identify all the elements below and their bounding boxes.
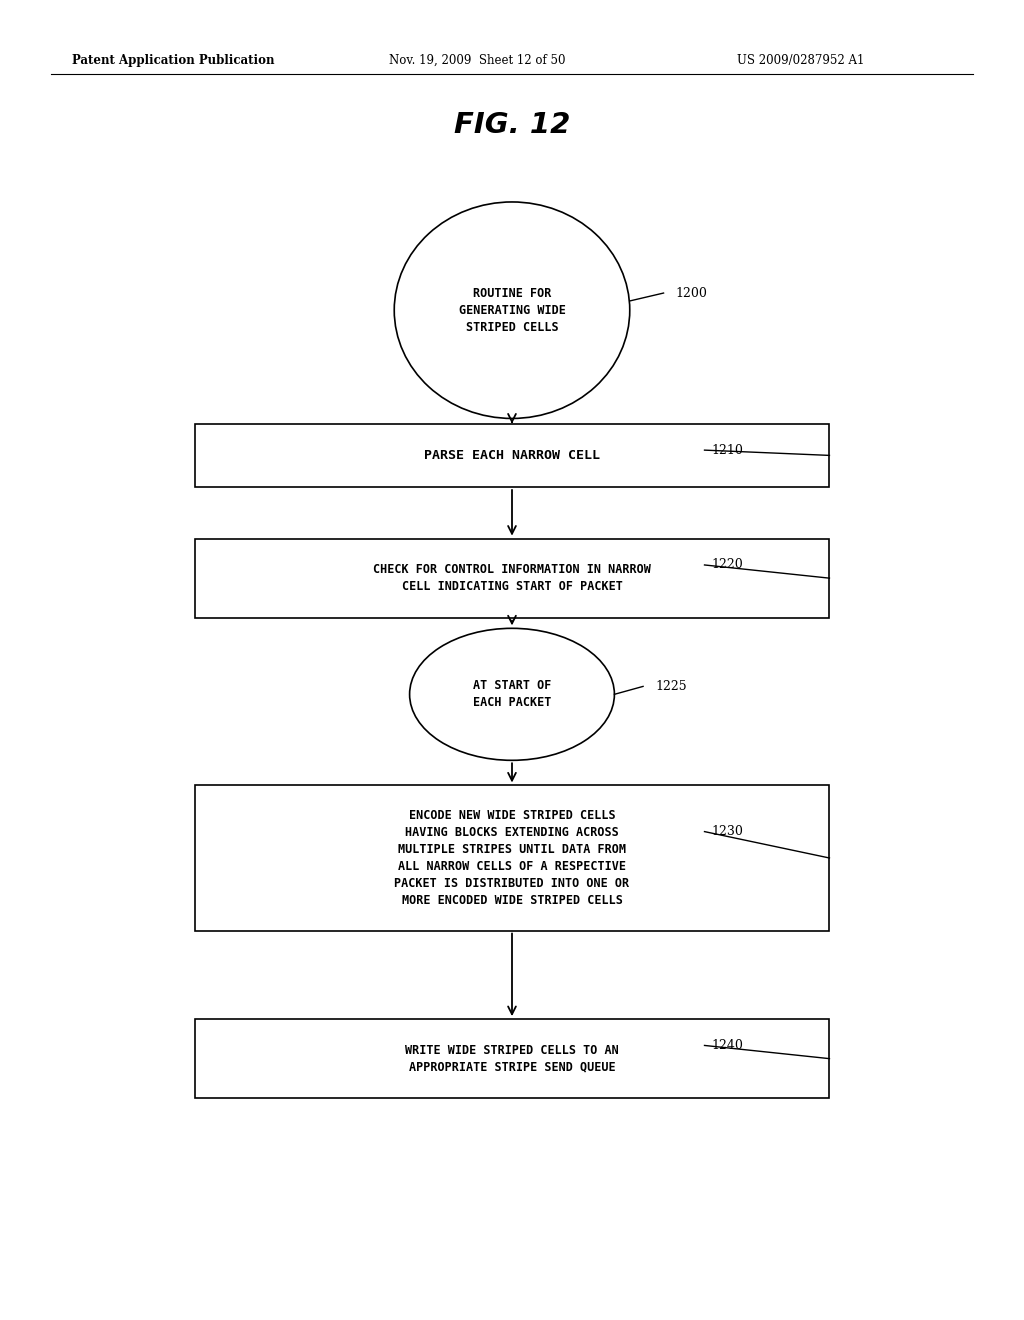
Text: ENCODE NEW WIDE STRIPED CELLS
HAVING BLOCKS EXTENDING ACROSS
MULTIPLE STRIPES UN: ENCODE NEW WIDE STRIPED CELLS HAVING BLO…: [394, 809, 630, 907]
Text: FIG. 12: FIG. 12: [454, 111, 570, 140]
Text: 1225: 1225: [655, 680, 687, 693]
Text: PARSE EACH NARROW CELL: PARSE EACH NARROW CELL: [424, 449, 600, 462]
Bar: [195, 539, 829, 618]
Text: WRITE WIDE STRIPED CELLS TO AN
APPROPRIATE STRIPE SEND QUEUE: WRITE WIDE STRIPED CELLS TO AN APPROPRIA…: [406, 1044, 618, 1073]
Text: ROUTINE FOR
GENERATING WIDE
STRIPED CELLS: ROUTINE FOR GENERATING WIDE STRIPED CELL…: [459, 286, 565, 334]
Bar: [195, 785, 829, 931]
Bar: [195, 424, 829, 487]
Text: 1210: 1210: [712, 444, 743, 457]
Text: US 2009/0287952 A1: US 2009/0287952 A1: [737, 54, 864, 67]
Text: Nov. 19, 2009  Sheet 12 of 50: Nov. 19, 2009 Sheet 12 of 50: [389, 54, 565, 67]
Text: CHECK FOR CONTROL INFORMATION IN NARROW
CELL INDICATING START OF PACKET: CHECK FOR CONTROL INFORMATION IN NARROW …: [373, 564, 651, 593]
Bar: [195, 1019, 829, 1098]
Text: 1230: 1230: [712, 825, 743, 838]
Text: 1240: 1240: [712, 1039, 743, 1052]
Text: AT START OF
EACH PACKET: AT START OF EACH PACKET: [473, 680, 551, 709]
Text: Patent Application Publication: Patent Application Publication: [72, 54, 274, 67]
Text: 1220: 1220: [712, 558, 743, 572]
Text: 1200: 1200: [676, 286, 708, 300]
